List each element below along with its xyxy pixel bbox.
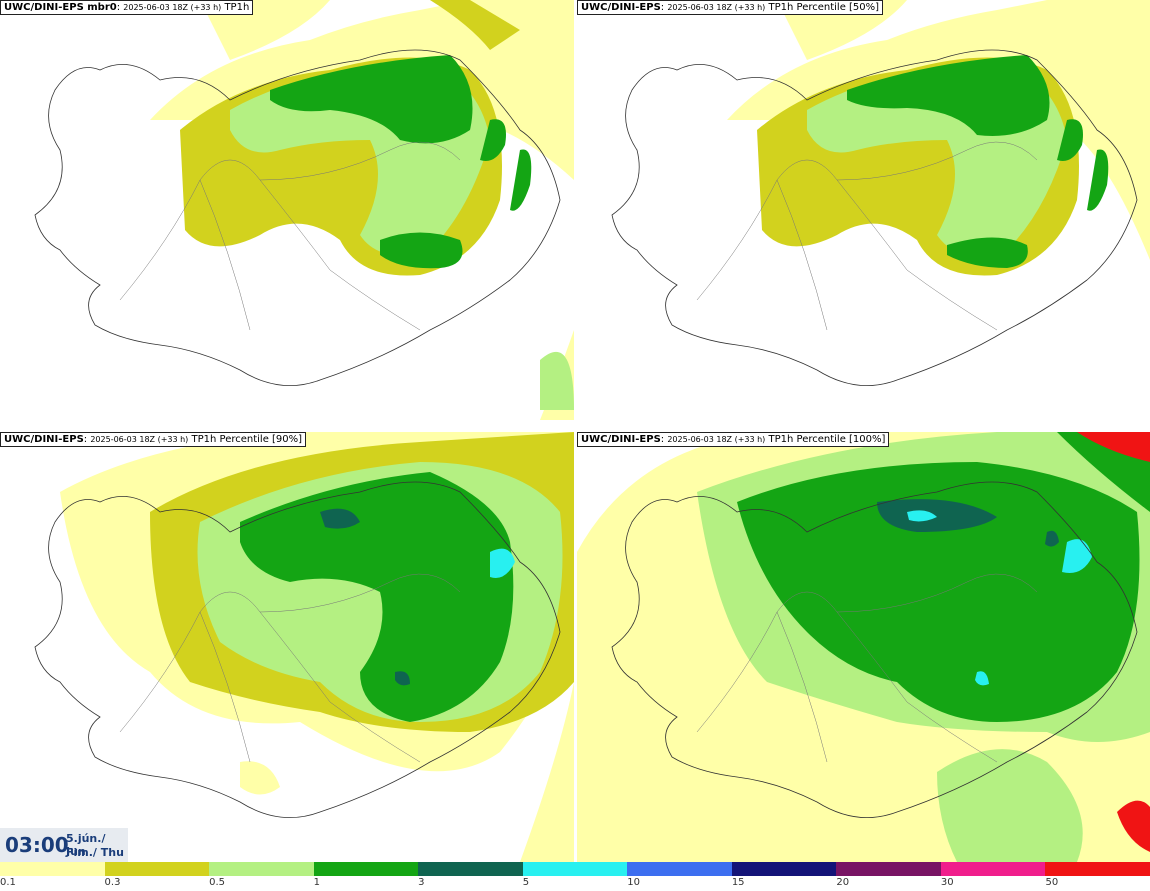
map-panel-p100: UWC/DINI-EPS: 2025-06-03 18Z (+33 h) TP1… [577, 432, 1150, 862]
valid-time-box: 03:00 5.jún./ Jun Fim./ Thu [0, 828, 128, 862]
title-field: TP1h Percentile [50%] [768, 2, 880, 13]
map-panel-p90: UWC/DINI-EPS: 2025-06-03 18Z (+33 h) TP1… [0, 432, 574, 862]
title-field: TP1h [224, 2, 250, 13]
legend-swatch [627, 862, 733, 876]
legend-swatch [731, 862, 837, 876]
legend-tick-label: 10 [627, 877, 640, 888]
title-model: UWC/DINI-EPS mbr0 [4, 2, 117, 13]
panel-divider-horizontal [0, 420, 1150, 432]
legend-swatch [209, 862, 315, 876]
title-run: 2025-06-03 18Z (+33 h) [123, 3, 222, 12]
title-run: 2025-06-03 18Z (+33 h) [667, 435, 766, 444]
valid-date: 5.jún./ Jun [66, 832, 106, 858]
legend-tick-label: 0.5 [209, 877, 225, 888]
map-panel-mbr0: UWC/DINI-EPS mbr0: 2025-06-03 18Z (+33 h… [0, 0, 574, 420]
precip-color-legend: 0.1 0.3 0.5 1 3 5 10 15 20 30 50 [0, 862, 1150, 891]
legend-swatch [522, 862, 628, 876]
valid-time: 03:00 [5, 833, 69, 857]
title-run: 2025-06-03 18Z (+33 h) [667, 3, 766, 12]
legend-tick-label: 50 [1045, 877, 1059, 888]
title-model: UWC/DINI-EPS [4, 434, 84, 445]
panel-title-p90: UWC/DINI-EPS: 2025-06-03 18Z (+33 h) TP1… [0, 432, 307, 447]
title-field: TP1h Percentile [90%] [191, 434, 303, 445]
legend-tick-label: 5 [522, 877, 530, 888]
title-field: TP1h Percentile [100%] [768, 434, 886, 445]
precip-map-p100 [577, 432, 1150, 862]
legend-tick-label: 0.3 [104, 877, 121, 888]
legend-tick-label: 15 [731, 877, 745, 888]
map-panel-p50: UWC/DINI-EPS: 2025-06-03 18Z (+33 h) TP1… [577, 0, 1150, 420]
legend-tick-label: 30 [940, 877, 954, 888]
precip-map-p50 [611, 0, 1150, 386]
legend-swatch [0, 862, 105, 876]
panel-title-p50: UWC/DINI-EPS: 2025-06-03 18Z (+33 h) TP1… [577, 0, 884, 15]
legend-swatch [1045, 862, 1150, 876]
valid-weekday: Fim./ Thu [66, 846, 124, 859]
panel-title-mbr0: UWC/DINI-EPS mbr0: 2025-06-03 18Z (+33 h… [0, 0, 254, 15]
legend-swatch [940, 862, 1046, 876]
legend-swatch [104, 862, 210, 876]
legend-tick-label: 3 [418, 877, 425, 888]
legend-tick-label: 20 [836, 877, 850, 888]
title-model: UWC/DINI-EPS [581, 2, 661, 13]
legend-swatch [836, 862, 942, 876]
panel-title-p100: UWC/DINI-EPS: 2025-06-03 18Z (+33 h) TP1… [577, 432, 890, 447]
title-run: 2025-06-03 18Z (+33 h) [90, 435, 189, 444]
legend-swatch [418, 862, 524, 876]
title-model: UWC/DINI-EPS [581, 434, 661, 445]
legend-swatch [313, 862, 419, 876]
legend-tick-label: 1 [313, 877, 320, 888]
precip-map-p90 [34, 432, 574, 862]
precip-map-mbr0 [34, 0, 574, 420]
legend-tick-label: 0.1 [0, 877, 16, 888]
